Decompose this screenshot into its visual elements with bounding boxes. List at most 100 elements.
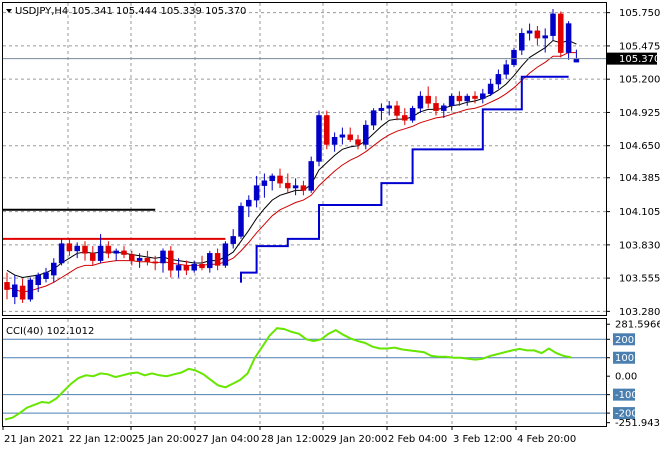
x-tick-label: 25 Jan 20:00 bbox=[132, 434, 195, 445]
candle bbox=[90, 246, 96, 266]
candle-body bbox=[74, 245, 80, 252]
candle-body bbox=[207, 253, 213, 269]
candle-body bbox=[394, 105, 400, 116]
last-price-tag bbox=[607, 52, 657, 65]
candle bbox=[199, 255, 205, 271]
candle bbox=[27, 277, 34, 302]
candle-body bbox=[160, 250, 166, 264]
candle-body bbox=[464, 95, 470, 102]
candle-body bbox=[58, 243, 65, 264]
trailing-stop-line bbox=[240, 75, 569, 283]
candle-body bbox=[519, 32, 525, 51]
candle bbox=[175, 258, 182, 278]
candle bbox=[425, 86, 431, 109]
candle-body bbox=[292, 185, 299, 189]
candle bbox=[214, 248, 221, 271]
candle bbox=[253, 175, 260, 208]
candle-body bbox=[261, 180, 268, 186]
candle bbox=[378, 103, 385, 121]
cci-level-tag bbox=[613, 407, 635, 420]
candle-body bbox=[402, 115, 408, 121]
candle bbox=[285, 173, 291, 193]
candle bbox=[292, 178, 299, 196]
candle bbox=[160, 248, 166, 273]
candle-body bbox=[129, 254, 135, 261]
cci-level-tag bbox=[613, 333, 635, 346]
candle-body bbox=[285, 182, 291, 189]
cci-pane-frame bbox=[2, 318, 607, 427]
candle-body bbox=[339, 134, 346, 138]
candle bbox=[183, 260, 190, 276]
candle bbox=[207, 250, 213, 273]
cci-y-tick-label: -100 bbox=[615, 390, 638, 401]
last-price-label: 105.370 bbox=[619, 54, 660, 65]
candle-body bbox=[214, 253, 221, 266]
candle-body bbox=[27, 279, 34, 300]
y-tick-label: 105.475 bbox=[619, 41, 660, 52]
candle-body bbox=[542, 35, 548, 39]
candle bbox=[168, 246, 174, 278]
candle-body bbox=[277, 175, 283, 184]
candle-body bbox=[331, 136, 338, 145]
candles bbox=[4, 9, 580, 305]
cci-info: CCI(40) 102.1012 bbox=[6, 326, 94, 337]
candle-body bbox=[409, 107, 416, 121]
candle-body bbox=[113, 250, 119, 254]
y-tick-label: 105.200 bbox=[619, 75, 660, 86]
candle bbox=[472, 91, 478, 104]
candle-body bbox=[82, 245, 88, 254]
y-tick-label: 104.105 bbox=[619, 207, 660, 218]
candle bbox=[269, 173, 275, 191]
candle bbox=[308, 156, 314, 193]
candle-body bbox=[324, 115, 330, 145]
candle-body bbox=[136, 257, 143, 261]
candle-body bbox=[456, 95, 463, 102]
candle bbox=[542, 28, 548, 53]
candle bbox=[238, 202, 244, 239]
x-tick-label: 3 Feb 12:00 bbox=[453, 434, 512, 445]
cci-y-tick-label: -200 bbox=[615, 409, 638, 420]
cci-y-tick-label: 200 bbox=[615, 335, 634, 346]
candle-body bbox=[4, 282, 10, 290]
candle-body bbox=[105, 245, 112, 254]
candle-body bbox=[472, 95, 478, 99]
symbol-info: USDJPY,H4 105.341 105.444 105.339 105.37… bbox=[15, 6, 246, 17]
x-tick-label: 21 Jan 2021 bbox=[4, 434, 64, 445]
candle-body bbox=[246, 199, 252, 207]
y-tick-label: 104.925 bbox=[619, 108, 660, 119]
axes: 21 Jan 2021 22 Jan 12:00 25 Jan 20:00 27 Ja… bbox=[2, 8, 660, 445]
candle bbox=[534, 25, 541, 46]
candle bbox=[82, 241, 88, 261]
candle bbox=[331, 132, 338, 152]
candle bbox=[105, 241, 112, 259]
x-tick-label: 2 Feb 04:00 bbox=[388, 434, 447, 445]
candle-body bbox=[565, 23, 572, 53]
candle-body bbox=[12, 284, 18, 298]
candle bbox=[4, 272, 10, 300]
candle bbox=[43, 267, 49, 283]
candle bbox=[487, 79, 494, 97]
candle-body bbox=[43, 272, 49, 279]
menu-triangle-icon[interactable] bbox=[6, 9, 12, 13]
candle-body bbox=[19, 285, 26, 300]
candle-body bbox=[269, 175, 275, 182]
candle bbox=[246, 195, 252, 218]
candle bbox=[402, 108, 408, 126]
cci-level-tag bbox=[613, 388, 635, 401]
candle bbox=[339, 127, 346, 145]
x-tick-label: 28 Jan 12:00 bbox=[261, 434, 324, 445]
candle-body bbox=[152, 261, 158, 264]
candle bbox=[316, 110, 322, 167]
candle bbox=[35, 272, 41, 293]
candle-body bbox=[175, 265, 182, 271]
candle-body bbox=[66, 243, 73, 252]
candle bbox=[347, 127, 353, 143]
candle bbox=[74, 242, 80, 259]
candle bbox=[355, 134, 361, 150]
slow-ma-line bbox=[6, 52, 577, 293]
x-tick-label: 27 Jan 04:00 bbox=[196, 434, 259, 445]
candle-body bbox=[526, 30, 533, 34]
candle bbox=[480, 88, 486, 104]
